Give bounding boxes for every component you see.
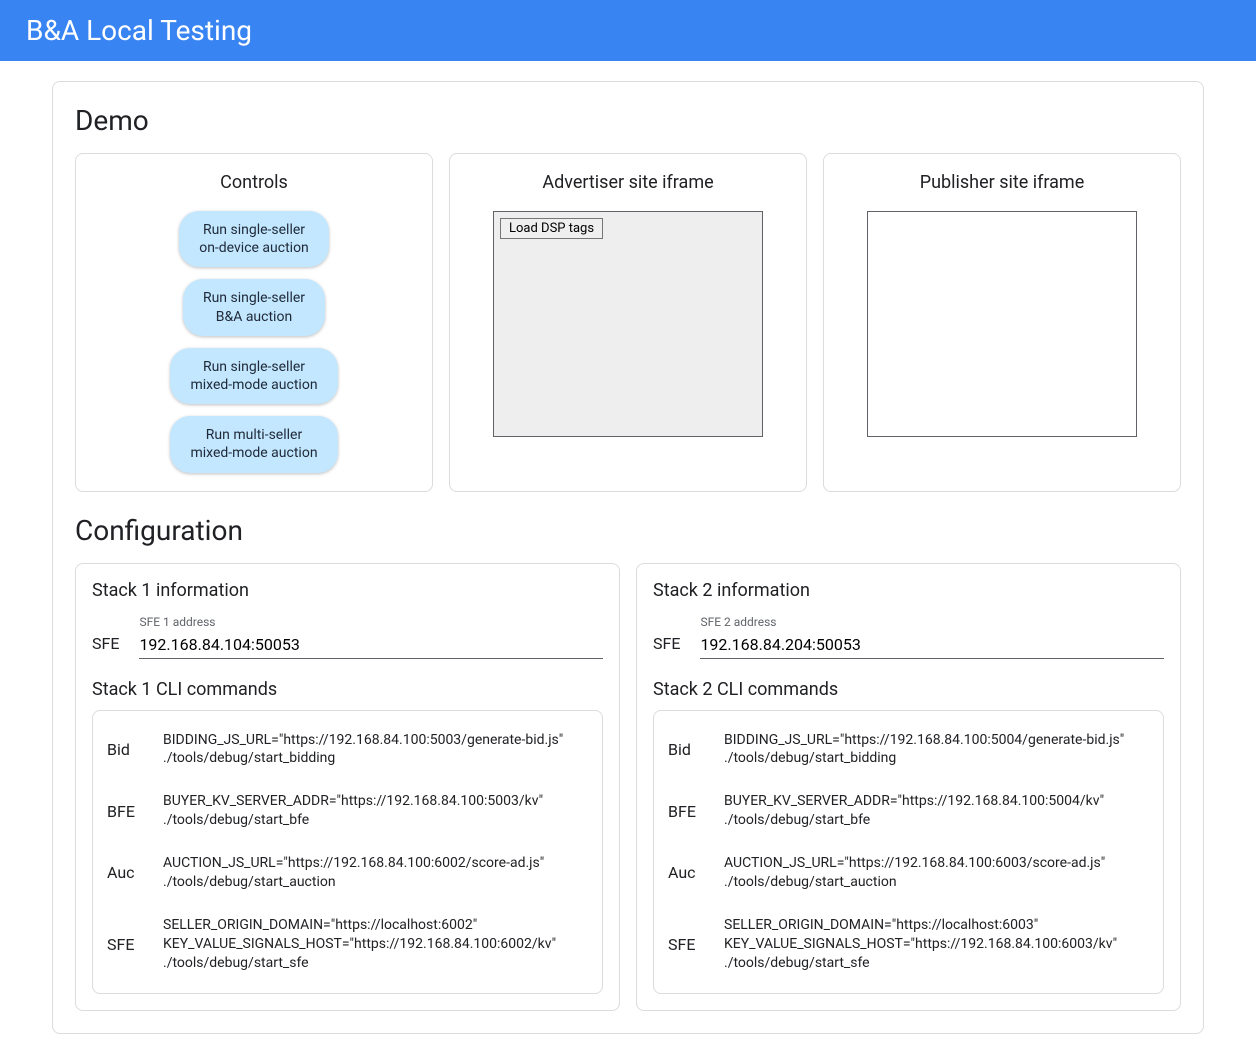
advertiser-iframe: Load DSP tags — [493, 211, 763, 437]
sfe-2-address-input[interactable] — [700, 631, 1164, 659]
stack-1-addr-field: SFE 1 address — [139, 615, 603, 659]
cli-row: Auc AUCTION_JS_URL="https://192.168.84.1… — [668, 842, 1149, 904]
cli-cmd: AUCTION_JS_URL="https://192.168.84.100:6… — [724, 854, 1105, 892]
cli-row: Bid BIDDING_JS_URL="https://192.168.84.1… — [668, 719, 1149, 781]
cli-tag-auc: Auc — [668, 863, 702, 882]
cli-row: BFE BUYER_KV_SERVER_ADDR="https://192.16… — [107, 780, 588, 842]
cli-row: Bid BIDDING_JS_URL="https://192.168.84.1… — [107, 719, 588, 781]
stack-2-title: Stack 2 information — [653, 580, 1164, 601]
stack-2-sfe-label: SFE — [653, 634, 680, 659]
cli-row: BFE BUYER_KV_SERVER_ADDR="https://192.16… — [668, 780, 1149, 842]
sfe-1-address-input[interactable] — [139, 631, 603, 659]
app-title: B&A Local Testing — [26, 14, 252, 47]
cli-tag-bid: Bid — [107, 740, 141, 759]
run-single-mixed-button[interactable]: Run single-seller mixed-mode auction — [170, 348, 337, 404]
run-single-on-device-button[interactable]: Run single-seller on-device auction — [179, 211, 329, 267]
load-dsp-tags-button[interactable]: Load DSP tags — [500, 218, 603, 239]
cli-row: SFE SELLER_ORIGIN_DOMAIN="https://localh… — [668, 904, 1149, 985]
stack-2-cli-title: Stack 2 CLI commands — [653, 679, 1164, 700]
cli-tag-bfe: BFE — [668, 802, 702, 821]
stack-2-cli-card: Bid BIDDING_JS_URL="https://192.168.84.1… — [653, 710, 1164, 994]
cli-tag-auc: Auc — [107, 863, 141, 882]
main-card: Demo Controls Run single-seller on-devic… — [52, 81, 1204, 1034]
publisher-panel: Publisher site iframe — [823, 153, 1181, 492]
stack-2-addr-field: SFE 2 address — [700, 615, 1164, 659]
cli-cmd: BUYER_KV_SERVER_ADDR="https://192.168.84… — [163, 792, 543, 830]
cli-tag-sfe: SFE — [668, 935, 702, 954]
controls-buttons: Run single-seller on-device auction Run … — [170, 211, 337, 473]
stack-1-cli-title: Stack 1 CLI commands — [92, 679, 603, 700]
stack-1-sfe-label: SFE — [92, 634, 119, 659]
cli-tag-bid: Bid — [668, 740, 702, 759]
demo-row: Controls Run single-seller on-device auc… — [75, 153, 1181, 492]
advertiser-title: Advertiser site iframe — [542, 172, 713, 193]
stack-1-title: Stack 1 information — [92, 580, 603, 601]
stack-1-sfe-row: SFE SFE 1 address — [92, 615, 603, 659]
stack-2-addr-label: SFE 2 address — [700, 615, 1164, 629]
publisher-title: Publisher site iframe — [920, 172, 1085, 193]
cli-tag-sfe: SFE — [107, 935, 141, 954]
cli-cmd: BUYER_KV_SERVER_ADDR="https://192.168.84… — [724, 792, 1104, 830]
config-row: Stack 1 information SFE SFE 1 address St… — [75, 563, 1181, 1011]
stack-2-card: Stack 2 information SFE SFE 2 address St… — [636, 563, 1181, 1011]
controls-panel: Controls Run single-seller on-device auc… — [75, 153, 433, 492]
advertiser-panel: Advertiser site iframe Load DSP tags — [449, 153, 807, 492]
cli-cmd: BIDDING_JS_URL="https://192.168.84.100:5… — [724, 731, 1124, 769]
cli-row: Auc AUCTION_JS_URL="https://192.168.84.1… — [107, 842, 588, 904]
cli-cmd: SELLER_ORIGIN_DOMAIN="https://localhost:… — [163, 916, 556, 973]
publisher-iframe — [867, 211, 1137, 437]
stack-1-cli-card: Bid BIDDING_JS_URL="https://192.168.84.1… — [92, 710, 603, 994]
controls-title: Controls — [220, 172, 288, 193]
cli-cmd: SELLER_ORIGIN_DOMAIN="https://localhost:… — [724, 916, 1117, 973]
cli-cmd: BIDDING_JS_URL="https://192.168.84.100:5… — [163, 731, 563, 769]
app-header: B&A Local Testing — [0, 0, 1256, 61]
stack-1-addr-label: SFE 1 address — [139, 615, 603, 629]
cli-row: SFE SELLER_ORIGIN_DOMAIN="https://localh… — [107, 904, 588, 985]
cli-tag-bfe: BFE — [107, 802, 141, 821]
stack-1-card: Stack 1 information SFE SFE 1 address St… — [75, 563, 620, 1011]
demo-title: Demo — [75, 104, 1181, 137]
config-title: Configuration — [75, 514, 1181, 547]
cli-cmd: AUCTION_JS_URL="https://192.168.84.100:6… — [163, 854, 544, 892]
stack-2-sfe-row: SFE SFE 2 address — [653, 615, 1164, 659]
run-single-ba-button[interactable]: Run single-seller B&A auction — [183, 279, 325, 335]
run-multi-mixed-button[interactable]: Run multi-seller mixed-mode auction — [170, 416, 337, 472]
